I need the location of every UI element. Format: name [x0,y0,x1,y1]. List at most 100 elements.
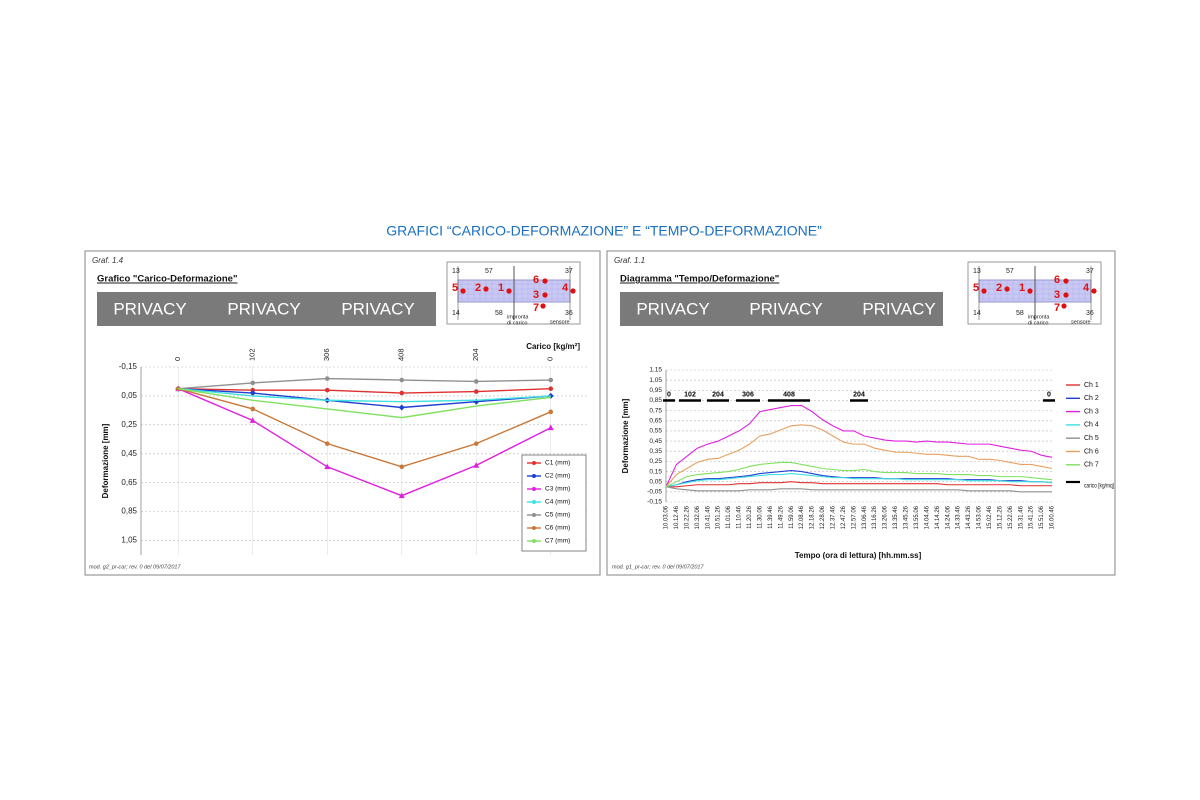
legend-label: C2 (mm) [545,473,570,480]
data-point [250,380,256,386]
y-tick-label: 0,25 [649,458,662,465]
graf-label: Graf. 1.1 [614,256,645,265]
series-line [665,469,1053,488]
x-tick-label: 15.12.26 [997,505,1003,529]
x-axis-title: Tempo (ora di lettura) [hh.mm.ss] [795,551,922,560]
legend-label: C3 (mm) [545,486,570,493]
data-point [473,441,479,446]
sensor-label: sensore [1071,319,1091,325]
legend-label: C4 (mm) [545,499,570,506]
load-label: 204 [712,391,724,398]
x-tick-label: 408 [397,348,406,361]
legend-marker [532,500,536,504]
x-axis-title: Carico [kg/m²] [526,342,580,351]
sensor-dot [1091,288,1097,294]
privacy-label: PRIVACY [227,299,300,318]
x-tick-label: 11.30.06 [757,505,763,529]
data-point [324,463,331,470]
sensor-dot [1063,278,1069,284]
load-label: 102 [684,391,696,398]
data-point [399,390,405,396]
privacy-label: PRIVACY [341,299,414,318]
y-tick-label: 0,45 [649,438,662,445]
sensor-dot [542,278,548,284]
x-tick-label: 10.12.46 [674,505,680,529]
x-tick-label: 10.22.26 [684,505,690,529]
sensor-dot [981,288,987,294]
x-tick-label: 14.53.06 [977,505,983,529]
x-tick-label: 10.51.26 [716,505,722,529]
footprint-label: impronta [507,314,529,320]
panel: Graf. 1.4 Grafico "Carico-Deformazione" PR… [84,250,601,576]
corner-label: 13 [973,268,981,275]
series-line [666,481,1052,488]
series-line [665,473,1053,488]
series-line [177,388,552,497]
panel-footer: mod. g1_pr-car; rev. 0 del 09/07/2017 [612,564,704,570]
legend-label: Ch 6 [1084,448,1099,455]
legend-marker [532,526,536,530]
data-point [547,424,554,431]
privacy-label: PRIVACY [636,299,709,318]
x-tick-label: 0 [173,357,182,361]
legend-label: Ch 7 [1084,462,1099,469]
x-tick-label: 12.37.46 [830,505,836,529]
x-tick-label: 13.16.26 [872,505,878,529]
series-line [665,486,1052,493]
x-tick-label: 11.01.06 [726,505,732,529]
sensor-dot [1027,288,1033,294]
sensor-number: 4 [562,282,569,294]
data-point [250,406,256,412]
sensor-number: 3 [533,289,539,301]
y-axis-title: Deformazione [mm] [621,398,630,473]
legend-marker [532,461,536,465]
corner-label: 36 [1086,310,1094,317]
series-line [665,461,1053,488]
sensor-number: 5 [452,282,458,294]
data-point [398,404,405,411]
sensor-number: 2 [475,282,481,294]
legend-label: Ch 2 [1084,395,1099,402]
x-tick-label: 14.14.26 [935,505,941,529]
sensor-number: 7 [1054,302,1060,314]
privacy-label: PRIVACY [749,299,822,318]
legend-label: Ch 5 [1084,435,1099,442]
privacy-bar [620,292,943,326]
x-tick-label: 102 [248,348,257,361]
y-tick-label: 0,05 [649,478,662,485]
x-tick-label: 11.20.26 [747,505,753,529]
data-point [548,386,554,391]
legend-marker [532,513,536,517]
legend-label: C6 (mm) [545,525,570,532]
panel-footer: mod. g2_pr-car; rev. 0 del 09/07/2017 [89,564,181,570]
corner-label: 14 [973,310,981,317]
sensor-number: 1 [498,282,504,294]
sensor-dot [542,292,548,298]
legend-marker [532,487,536,491]
legend-label: Ch 4 [1084,422,1099,429]
x-tick-label: 15.31.46 [1018,505,1024,529]
series-line [178,377,551,390]
x-tick-label: 16.00.46 [1050,505,1056,529]
x-tick-label: 12.08.46 [799,505,805,529]
data-point [548,377,554,383]
x-tick-label: 306 [322,348,331,361]
sensor-number: 2 [996,282,1002,294]
y-tick-label: 1,15 [649,367,662,374]
sensor-dot [570,288,576,294]
footprint-label: di carico [507,320,527,326]
x-tick-label: 13.45.26 [904,505,910,529]
sensor-number: 6 [533,274,539,286]
panel-heading: Diagramma "Tempo/Deformazione" [620,274,779,285]
privacy-label: PRIVACY [862,299,935,318]
load-label: 204 [853,391,865,398]
y-tick-label: 1,05 [121,536,137,545]
y-tick-label: 0,45 [121,449,137,458]
x-tick-label: 0 [546,357,555,361]
corner-label: 14 [452,310,460,317]
series-line [178,388,552,468]
x-tick-label: 11.49.26 [778,505,784,529]
y-tick-label: 0,05 [121,391,137,400]
y-tick-label: -0,15 [119,362,138,371]
